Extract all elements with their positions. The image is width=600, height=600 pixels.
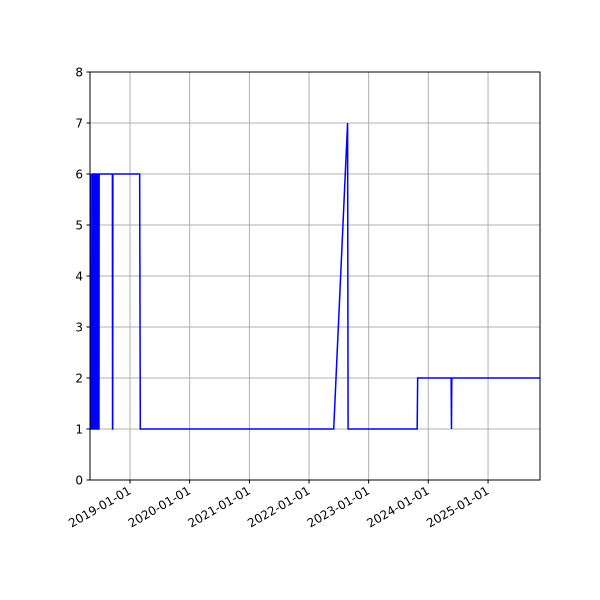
y-tick-label: 2 [75, 372, 83, 386]
y-tick-label: 5 [75, 219, 83, 233]
y-tick-label: 6 [75, 168, 83, 182]
series-layer [89, 122, 540, 430]
axis-ticks [86, 71, 489, 484]
y-axis-tick-labels: 0 1 2 3 4 5 6 7 8 [75, 66, 83, 488]
series-line [89, 122, 540, 430]
y-tick-label: 8 [75, 66, 83, 80]
y-tick-label: 3 [75, 321, 83, 335]
y-tick-label: 1 [75, 423, 83, 437]
y-tick-label: 4 [75, 270, 83, 284]
y-tick-label: 7 [75, 117, 83, 131]
y-tick-label: 0 [75, 474, 83, 488]
